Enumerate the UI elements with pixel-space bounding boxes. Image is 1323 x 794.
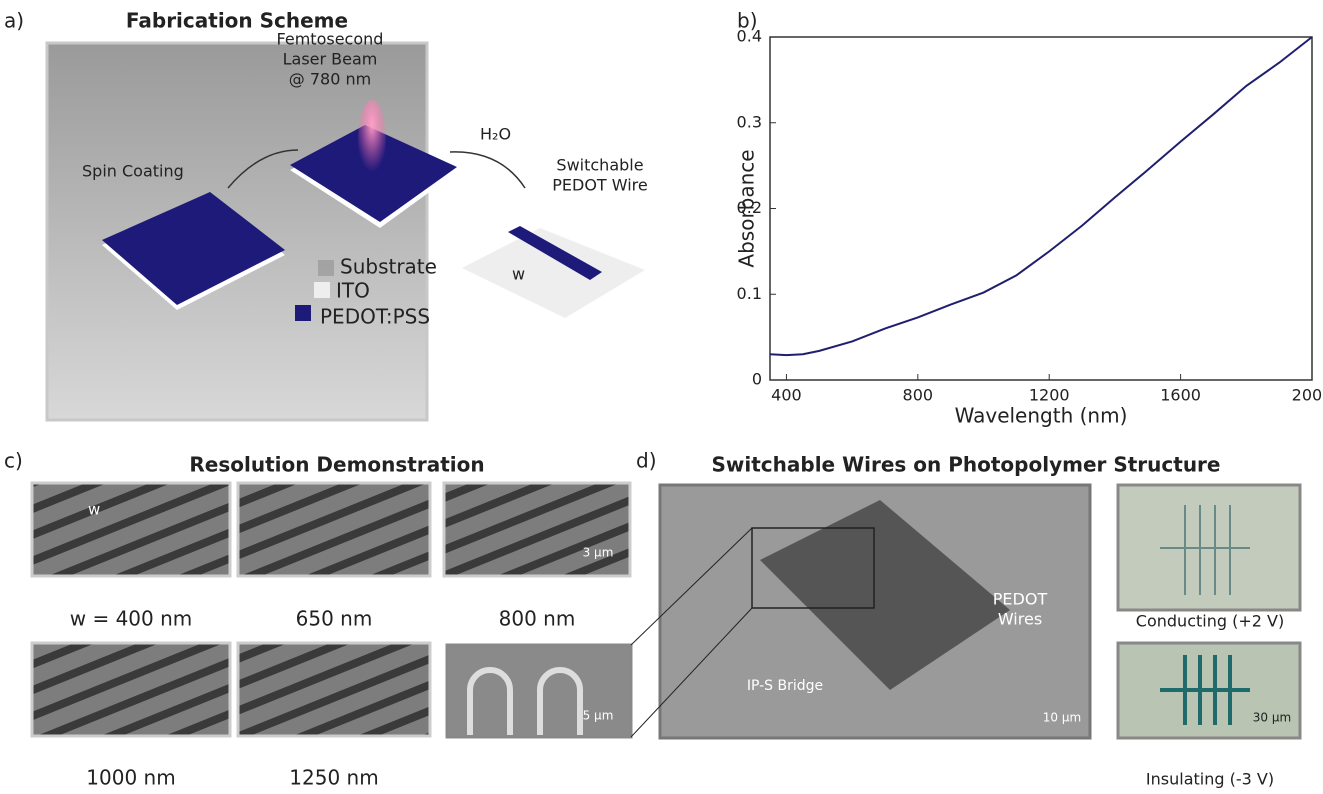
step-label: PEDOT Wire — [552, 176, 648, 195]
callout: PEDOT — [993, 590, 1048, 609]
y-tick-label: 0 — [752, 370, 762, 389]
layer-swatch — [295, 305, 311, 321]
y-tick-label: 0.1 — [737, 284, 762, 303]
callout: IP-S Bridge — [747, 678, 823, 694]
step-label: Spin Coating — [82, 162, 184, 181]
arrow — [450, 152, 525, 188]
sem-image — [444, 483, 630, 576]
y-axis-label: Absorbance — [735, 149, 759, 267]
width-caption: w = 400 nm — [70, 607, 193, 631]
layer-swatch — [318, 260, 334, 276]
sem-image — [238, 643, 430, 736]
sem-image — [238, 483, 430, 576]
state-caption: Insulating (-3 V) — [1146, 770, 1274, 789]
figure: a) Fabrication Scheme Spin Coating Femto… — [0, 0, 1323, 794]
panel-title: Resolution Demonstration — [189, 453, 484, 477]
scale-bar: 10 µm — [1043, 711, 1081, 725]
scale-bar: 5 µm — [583, 709, 614, 723]
sem-image — [32, 483, 230, 576]
step-label: Laser Beam — [283, 50, 378, 69]
width-label: w — [88, 501, 100, 519]
layer-label: Substrate — [340, 255, 437, 279]
absorbance-chart: 00.10.20.30.4400800120016002000Wavelengt… — [735, 27, 1323, 428]
x-tick-label: 400 — [771, 386, 802, 405]
width-caption: 1250 nm — [289, 766, 378, 790]
x-tick-label: 800 — [903, 386, 934, 405]
layer-swatch — [314, 282, 330, 298]
absorbance-line — [770, 37, 1312, 355]
substrate — [462, 228, 645, 318]
step-label: @ 780 nm — [289, 70, 371, 89]
width-caption: 1000 nm — [86, 766, 175, 790]
panel-label: c) — [4, 449, 23, 473]
scale-bar: 30 µm — [1253, 711, 1291, 725]
y-tick-label: 0.3 — [737, 112, 762, 131]
step-label: Femtosecond — [277, 30, 384, 49]
plot-frame — [770, 37, 1312, 380]
panel-label: d) — [636, 449, 657, 473]
x-axis-label: Wavelength (nm) — [955, 404, 1128, 428]
width-caption: 800 nm — [499, 607, 576, 631]
width-caption: 650 nm — [296, 607, 373, 631]
state-caption: Conducting (+2 V) — [1136, 612, 1284, 631]
x-tick-label: 2000 — [1292, 386, 1323, 405]
x-tick-label: 1600 — [1160, 386, 1201, 405]
step-label: Switchable — [556, 156, 643, 175]
scale-bar: 3 µm — [583, 546, 614, 560]
laser-beam — [358, 100, 386, 180]
y-tick-label: 0.4 — [737, 27, 762, 46]
sem-image — [32, 643, 230, 736]
panel-title: Switchable Wires on Photopolymer Structu… — [711, 453, 1220, 477]
layer-label: ITO — [336, 279, 370, 303]
step-label: H₂O — [480, 125, 511, 144]
callout: Wires — [998, 610, 1042, 629]
panel-label: a) — [4, 9, 24, 33]
x-tick-label: 1200 — [1029, 386, 1070, 405]
layer-label: PEDOT:PSS — [320, 305, 430, 329]
width-label: w — [512, 265, 525, 284]
